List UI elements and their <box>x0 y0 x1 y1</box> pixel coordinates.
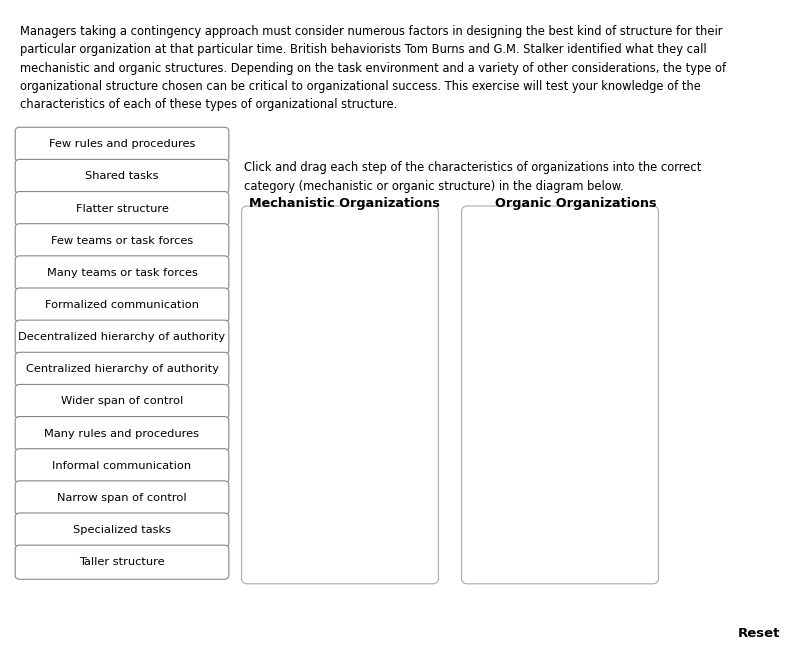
Text: Narrow span of control: Narrow span of control <box>57 493 187 503</box>
Text: organizational structure chosen can be critical to organizational success. This : organizational structure chosen can be c… <box>20 80 701 93</box>
FancyBboxPatch shape <box>15 545 229 579</box>
FancyBboxPatch shape <box>15 384 229 419</box>
Text: Shared tasks: Shared tasks <box>86 171 158 182</box>
FancyBboxPatch shape <box>15 352 229 386</box>
Text: Managers taking a contingency approach must consider numerous factors in designi: Managers taking a contingency approach m… <box>20 25 722 38</box>
Text: characteristics of each of these types of organizational structure.: characteristics of each of these types o… <box>20 98 398 112</box>
FancyBboxPatch shape <box>242 206 438 584</box>
FancyBboxPatch shape <box>15 449 229 483</box>
FancyBboxPatch shape <box>15 256 229 290</box>
Text: Many rules and procedures: Many rules and procedures <box>45 428 199 439</box>
FancyBboxPatch shape <box>15 224 229 258</box>
Text: Decentralized hierarchy of authority: Decentralized hierarchy of authority <box>18 332 226 342</box>
FancyBboxPatch shape <box>15 513 229 547</box>
Text: particular organization at that particular time. British behaviorists Tom Burns : particular organization at that particul… <box>20 43 706 56</box>
FancyBboxPatch shape <box>462 206 658 584</box>
Text: Formalized communication: Formalized communication <box>45 300 199 310</box>
Text: Specialized tasks: Specialized tasks <box>73 525 171 535</box>
Text: mechanistic and organic structures. Depending on the task environment and a vari: mechanistic and organic structures. Depe… <box>20 62 726 75</box>
FancyBboxPatch shape <box>15 159 229 194</box>
Text: Centralized hierarchy of authority: Centralized hierarchy of authority <box>26 364 218 375</box>
Text: Organic Organizations: Organic Organizations <box>495 197 657 210</box>
Text: Informal communication: Informal communication <box>53 461 191 471</box>
Text: Few teams or task forces: Few teams or task forces <box>51 236 193 246</box>
Text: Flatter structure: Flatter structure <box>75 203 169 214</box>
FancyBboxPatch shape <box>15 417 229 451</box>
FancyBboxPatch shape <box>15 127 229 161</box>
FancyBboxPatch shape <box>15 320 229 354</box>
Text: Few rules and procedures: Few rules and procedures <box>49 139 195 150</box>
FancyBboxPatch shape <box>15 481 229 515</box>
FancyBboxPatch shape <box>15 288 229 322</box>
Text: Reset: Reset <box>738 626 780 640</box>
Text: Wider span of control: Wider span of control <box>61 396 183 407</box>
Text: category (mechanistic or organic structure) in the diagram below.: category (mechanistic or organic structu… <box>244 180 624 194</box>
FancyBboxPatch shape <box>15 192 229 226</box>
Text: Taller structure: Taller structure <box>79 557 165 567</box>
Text: Click and drag each step of the characteristics of organizations into the correc: Click and drag each step of the characte… <box>244 161 702 174</box>
Text: Many teams or task forces: Many teams or task forces <box>46 268 198 278</box>
Text: Mechanistic Organizations: Mechanistic Organizations <box>249 197 439 210</box>
